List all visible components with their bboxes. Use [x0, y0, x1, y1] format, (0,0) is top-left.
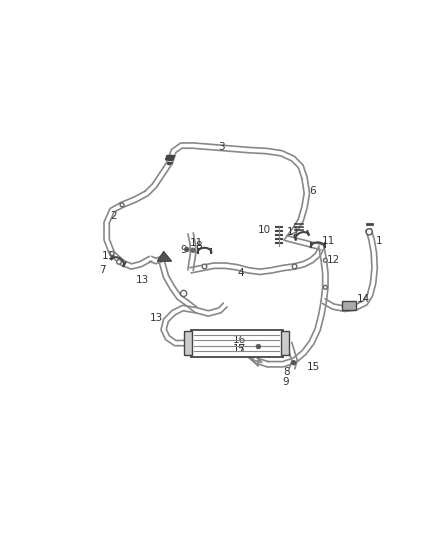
Circle shape	[184, 247, 189, 252]
Text: 8: 8	[283, 367, 290, 377]
Circle shape	[323, 259, 327, 262]
Text: 8: 8	[195, 241, 201, 252]
Text: 2: 2	[110, 212, 117, 221]
Circle shape	[191, 248, 195, 253]
Text: 9: 9	[180, 245, 187, 255]
Circle shape	[291, 360, 296, 365]
Circle shape	[202, 264, 207, 269]
Text: 17: 17	[233, 344, 246, 354]
Text: 10: 10	[258, 224, 271, 235]
Text: 13: 13	[149, 313, 162, 323]
Polygon shape	[158, 252, 171, 261]
Bar	[342, 301, 356, 310]
Circle shape	[117, 260, 121, 264]
Text: 4: 4	[237, 269, 244, 278]
Text: 11: 11	[286, 227, 300, 237]
Circle shape	[180, 290, 187, 296]
Circle shape	[110, 252, 114, 255]
Text: 12: 12	[326, 255, 340, 265]
Circle shape	[256, 344, 261, 349]
Text: 11: 11	[102, 252, 115, 262]
Text: 15: 15	[307, 361, 321, 372]
Text: 9: 9	[282, 377, 289, 387]
Circle shape	[120, 203, 124, 207]
Bar	[282, 331, 289, 355]
Text: 7: 7	[99, 265, 106, 276]
Text: 11: 11	[189, 238, 203, 248]
Circle shape	[292, 264, 297, 269]
Text: 1: 1	[376, 236, 382, 246]
Text: 5: 5	[237, 344, 244, 354]
Text: 3: 3	[218, 142, 225, 152]
Circle shape	[366, 229, 372, 235]
Bar	[191, 329, 283, 357]
Text: 16: 16	[233, 335, 246, 345]
Bar	[184, 331, 192, 355]
Circle shape	[323, 285, 327, 289]
Text: 14: 14	[357, 294, 371, 304]
Text: 11: 11	[322, 236, 335, 246]
Text: 13: 13	[135, 274, 149, 285]
Text: 6: 6	[310, 186, 316, 196]
